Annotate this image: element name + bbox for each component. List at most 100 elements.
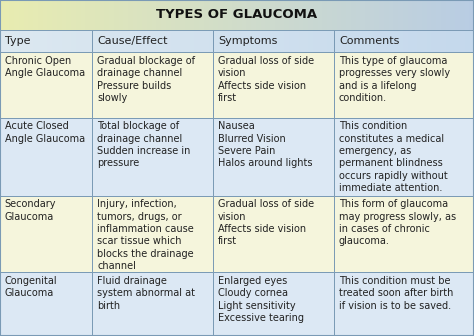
Bar [66, 30, 72, 52]
Bar [9, 0, 15, 30]
Bar [422, 30, 427, 52]
Bar [95, 30, 100, 52]
Bar [460, 0, 465, 30]
Text: Nausea
Blurred Vision
Severe Pain
Halos around lights: Nausea Blurred Vision Severe Pain Halos … [218, 121, 312, 168]
Bar [213, 272, 334, 336]
Bar [393, 0, 399, 30]
Bar [9, 30, 15, 52]
Bar [185, 30, 190, 52]
Bar [237, 0, 242, 30]
Bar [441, 30, 446, 52]
Bar [465, 0, 470, 30]
Bar [133, 0, 138, 30]
Bar [71, 0, 76, 30]
Bar [242, 0, 247, 30]
Bar [322, 30, 328, 52]
Bar [384, 30, 389, 52]
Text: Gradual loss of side
vision
Affects side vision
first: Gradual loss of side vision Affects side… [218, 199, 314, 246]
Text: This type of glaucoma
progresses very slowly
and is a lifelong
condition.: This type of glaucoma progresses very sl… [339, 56, 450, 103]
Bar [190, 30, 195, 52]
Bar [47, 30, 53, 52]
Bar [92, 52, 213, 118]
Bar [280, 0, 285, 30]
Bar [81, 30, 86, 52]
Bar [398, 0, 403, 30]
Bar [334, 272, 474, 336]
Bar [237, 30, 242, 52]
Bar [332, 30, 337, 52]
Bar [52, 0, 57, 30]
Bar [417, 30, 422, 52]
Bar [28, 30, 34, 52]
Bar [251, 30, 256, 52]
Bar [92, 196, 213, 272]
Bar [28, 0, 34, 30]
Bar [156, 30, 162, 52]
Bar [289, 30, 294, 52]
Bar [171, 0, 176, 30]
Text: Fluid drainage
system abnormal at
birth: Fluid drainage system abnormal at birth [97, 276, 195, 311]
Bar [408, 30, 413, 52]
Bar [270, 30, 275, 52]
Text: Comments: Comments [339, 36, 399, 46]
Bar [0, 196, 92, 272]
Bar [422, 0, 427, 30]
Bar [85, 0, 91, 30]
Bar [412, 0, 418, 30]
Bar [261, 30, 266, 52]
Bar [33, 0, 38, 30]
Bar [0, 0, 474, 30]
Bar [95, 0, 100, 30]
Bar [128, 30, 133, 52]
Bar [450, 0, 456, 30]
Bar [57, 30, 62, 52]
Bar [171, 30, 176, 52]
Bar [128, 0, 133, 30]
Bar [118, 30, 124, 52]
Bar [265, 0, 271, 30]
Bar [313, 0, 318, 30]
Bar [137, 0, 143, 30]
Bar [384, 0, 389, 30]
Bar [265, 30, 271, 52]
Bar [213, 30, 334, 52]
Bar [62, 30, 67, 52]
Bar [223, 0, 228, 30]
Bar [446, 30, 451, 52]
Bar [14, 30, 19, 52]
Bar [412, 30, 418, 52]
Bar [166, 30, 171, 52]
Bar [204, 0, 209, 30]
Bar [0, 30, 5, 52]
Bar [33, 30, 38, 52]
Bar [299, 0, 304, 30]
Bar [450, 30, 456, 52]
Bar [251, 0, 256, 30]
Text: Symptoms: Symptoms [218, 36, 277, 46]
Bar [109, 0, 114, 30]
Text: Gradual loss of side
vision
Affects side vision
first: Gradual loss of side vision Affects side… [218, 56, 314, 103]
Bar [5, 0, 10, 30]
Bar [0, 118, 92, 196]
Bar [403, 0, 408, 30]
Bar [356, 0, 361, 30]
Bar [218, 30, 223, 52]
Text: This condition must be
treated soon after birth
if vision is to be saved.: This condition must be treated soon afte… [339, 276, 453, 311]
Bar [469, 30, 474, 52]
Bar [199, 30, 204, 52]
Bar [389, 30, 394, 52]
Bar [299, 30, 304, 52]
Bar [175, 30, 181, 52]
Text: Gradual blockage of
drainage channel
Pressure builds
slowly: Gradual blockage of drainage channel Pre… [97, 56, 195, 103]
Bar [38, 30, 43, 52]
Bar [180, 0, 185, 30]
Bar [270, 0, 275, 30]
Bar [436, 0, 441, 30]
Bar [303, 30, 309, 52]
Bar [152, 0, 157, 30]
Bar [341, 30, 346, 52]
Bar [289, 0, 294, 30]
Bar [427, 30, 432, 52]
Bar [469, 0, 474, 30]
Bar [19, 0, 24, 30]
